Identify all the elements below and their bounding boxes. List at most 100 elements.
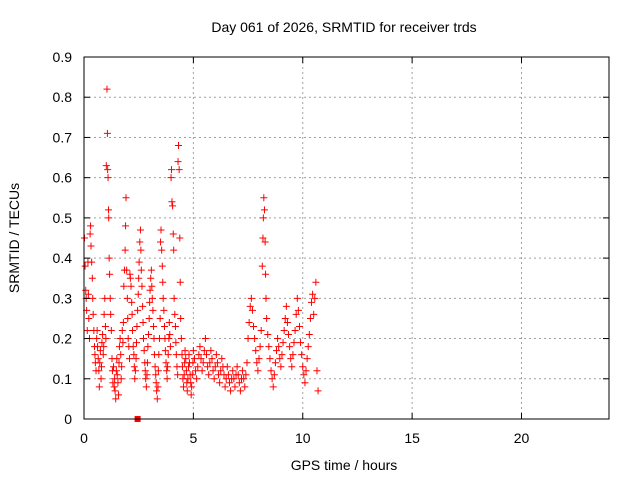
data-point <box>259 214 267 222</box>
data-point <box>302 367 310 375</box>
data-point <box>188 383 196 391</box>
data-point <box>113 355 121 363</box>
data-point <box>175 166 183 174</box>
data-point <box>279 339 287 347</box>
data-point <box>171 310 179 318</box>
axes <box>83 56 610 420</box>
data-point <box>87 242 95 250</box>
data-point <box>99 331 107 339</box>
data-point <box>262 270 270 278</box>
data-point <box>135 258 143 266</box>
data-point <box>140 335 147 343</box>
data-point <box>313 367 321 375</box>
data-point <box>129 343 137 351</box>
data-point <box>102 162 110 170</box>
data-point <box>280 327 288 335</box>
y-tick-label: 0.6 <box>53 170 73 186</box>
data-point <box>251 335 259 343</box>
data-point <box>243 359 251 367</box>
data-point <box>306 314 314 322</box>
data-point <box>224 371 232 379</box>
y-tick-label: 0 <box>64 411 72 427</box>
data-point <box>291 327 299 335</box>
data-point <box>99 351 107 359</box>
data-point <box>147 274 155 282</box>
data-point <box>144 343 152 351</box>
data-point <box>201 335 209 343</box>
data-points <box>80 85 322 422</box>
data-point <box>196 343 204 351</box>
data-point <box>311 294 319 302</box>
data-point <box>229 367 237 375</box>
data-point <box>171 322 179 330</box>
data-point <box>155 351 163 359</box>
data-point <box>181 347 189 355</box>
data-point <box>119 339 127 347</box>
data-point <box>103 85 111 93</box>
data-point <box>167 174 175 182</box>
data-point <box>227 387 235 395</box>
data-point <box>120 282 128 290</box>
data-point <box>154 367 162 375</box>
data-point <box>178 363 186 371</box>
data-point <box>170 294 178 302</box>
data-point <box>93 327 101 335</box>
data-point <box>131 375 139 383</box>
data-point <box>110 363 118 371</box>
data-point <box>194 363 202 371</box>
data-point <box>118 327 126 335</box>
data-point <box>148 282 156 290</box>
data-point <box>300 371 308 379</box>
data-point <box>286 343 294 351</box>
data-point <box>254 367 262 375</box>
chart-title: Day 061 of 2026, SRMTID for receiver trd… <box>211 19 476 35</box>
data-point <box>98 363 105 371</box>
data-point <box>139 318 147 326</box>
data-point <box>290 339 298 347</box>
data-point <box>266 355 274 363</box>
x-tick-label: 10 <box>295 430 311 446</box>
data-point <box>107 310 115 318</box>
data-point <box>282 302 290 310</box>
data-point <box>197 355 205 363</box>
data-point <box>304 343 312 351</box>
data-point <box>199 359 207 367</box>
data-point <box>174 371 182 379</box>
y-tick-label: 0.1 <box>53 371 73 387</box>
data-point <box>115 343 123 351</box>
data-point <box>129 327 137 335</box>
data-point <box>178 351 186 359</box>
data-point <box>275 343 283 351</box>
data-point <box>207 347 215 355</box>
data-point <box>143 371 151 379</box>
data-point <box>139 302 147 310</box>
data-point <box>250 322 258 330</box>
y-axis-title: SRMTID / TECUs <box>6 183 22 293</box>
y-tick-label: 0.3 <box>53 290 73 306</box>
data-point <box>293 294 301 302</box>
data-point <box>130 363 138 371</box>
data-point <box>158 262 166 270</box>
data-point <box>124 314 132 322</box>
data-point <box>204 363 212 371</box>
data-point <box>164 351 172 359</box>
data-point <box>122 194 130 202</box>
data-point <box>164 363 172 371</box>
data-point <box>246 302 254 310</box>
data-point <box>169 202 177 210</box>
y-tick-label: 0.9 <box>53 49 73 65</box>
data-point <box>255 355 263 363</box>
data-point <box>153 395 161 403</box>
data-point <box>292 310 300 318</box>
data-point <box>239 367 247 375</box>
data-point <box>96 347 104 355</box>
data-point <box>94 343 102 351</box>
data-point <box>105 214 113 222</box>
data-point <box>154 383 162 391</box>
data-point <box>96 359 104 367</box>
data-point <box>268 375 276 383</box>
data-point <box>131 367 139 375</box>
data-point <box>133 322 141 330</box>
data-point <box>97 375 105 383</box>
data-point <box>198 367 206 375</box>
